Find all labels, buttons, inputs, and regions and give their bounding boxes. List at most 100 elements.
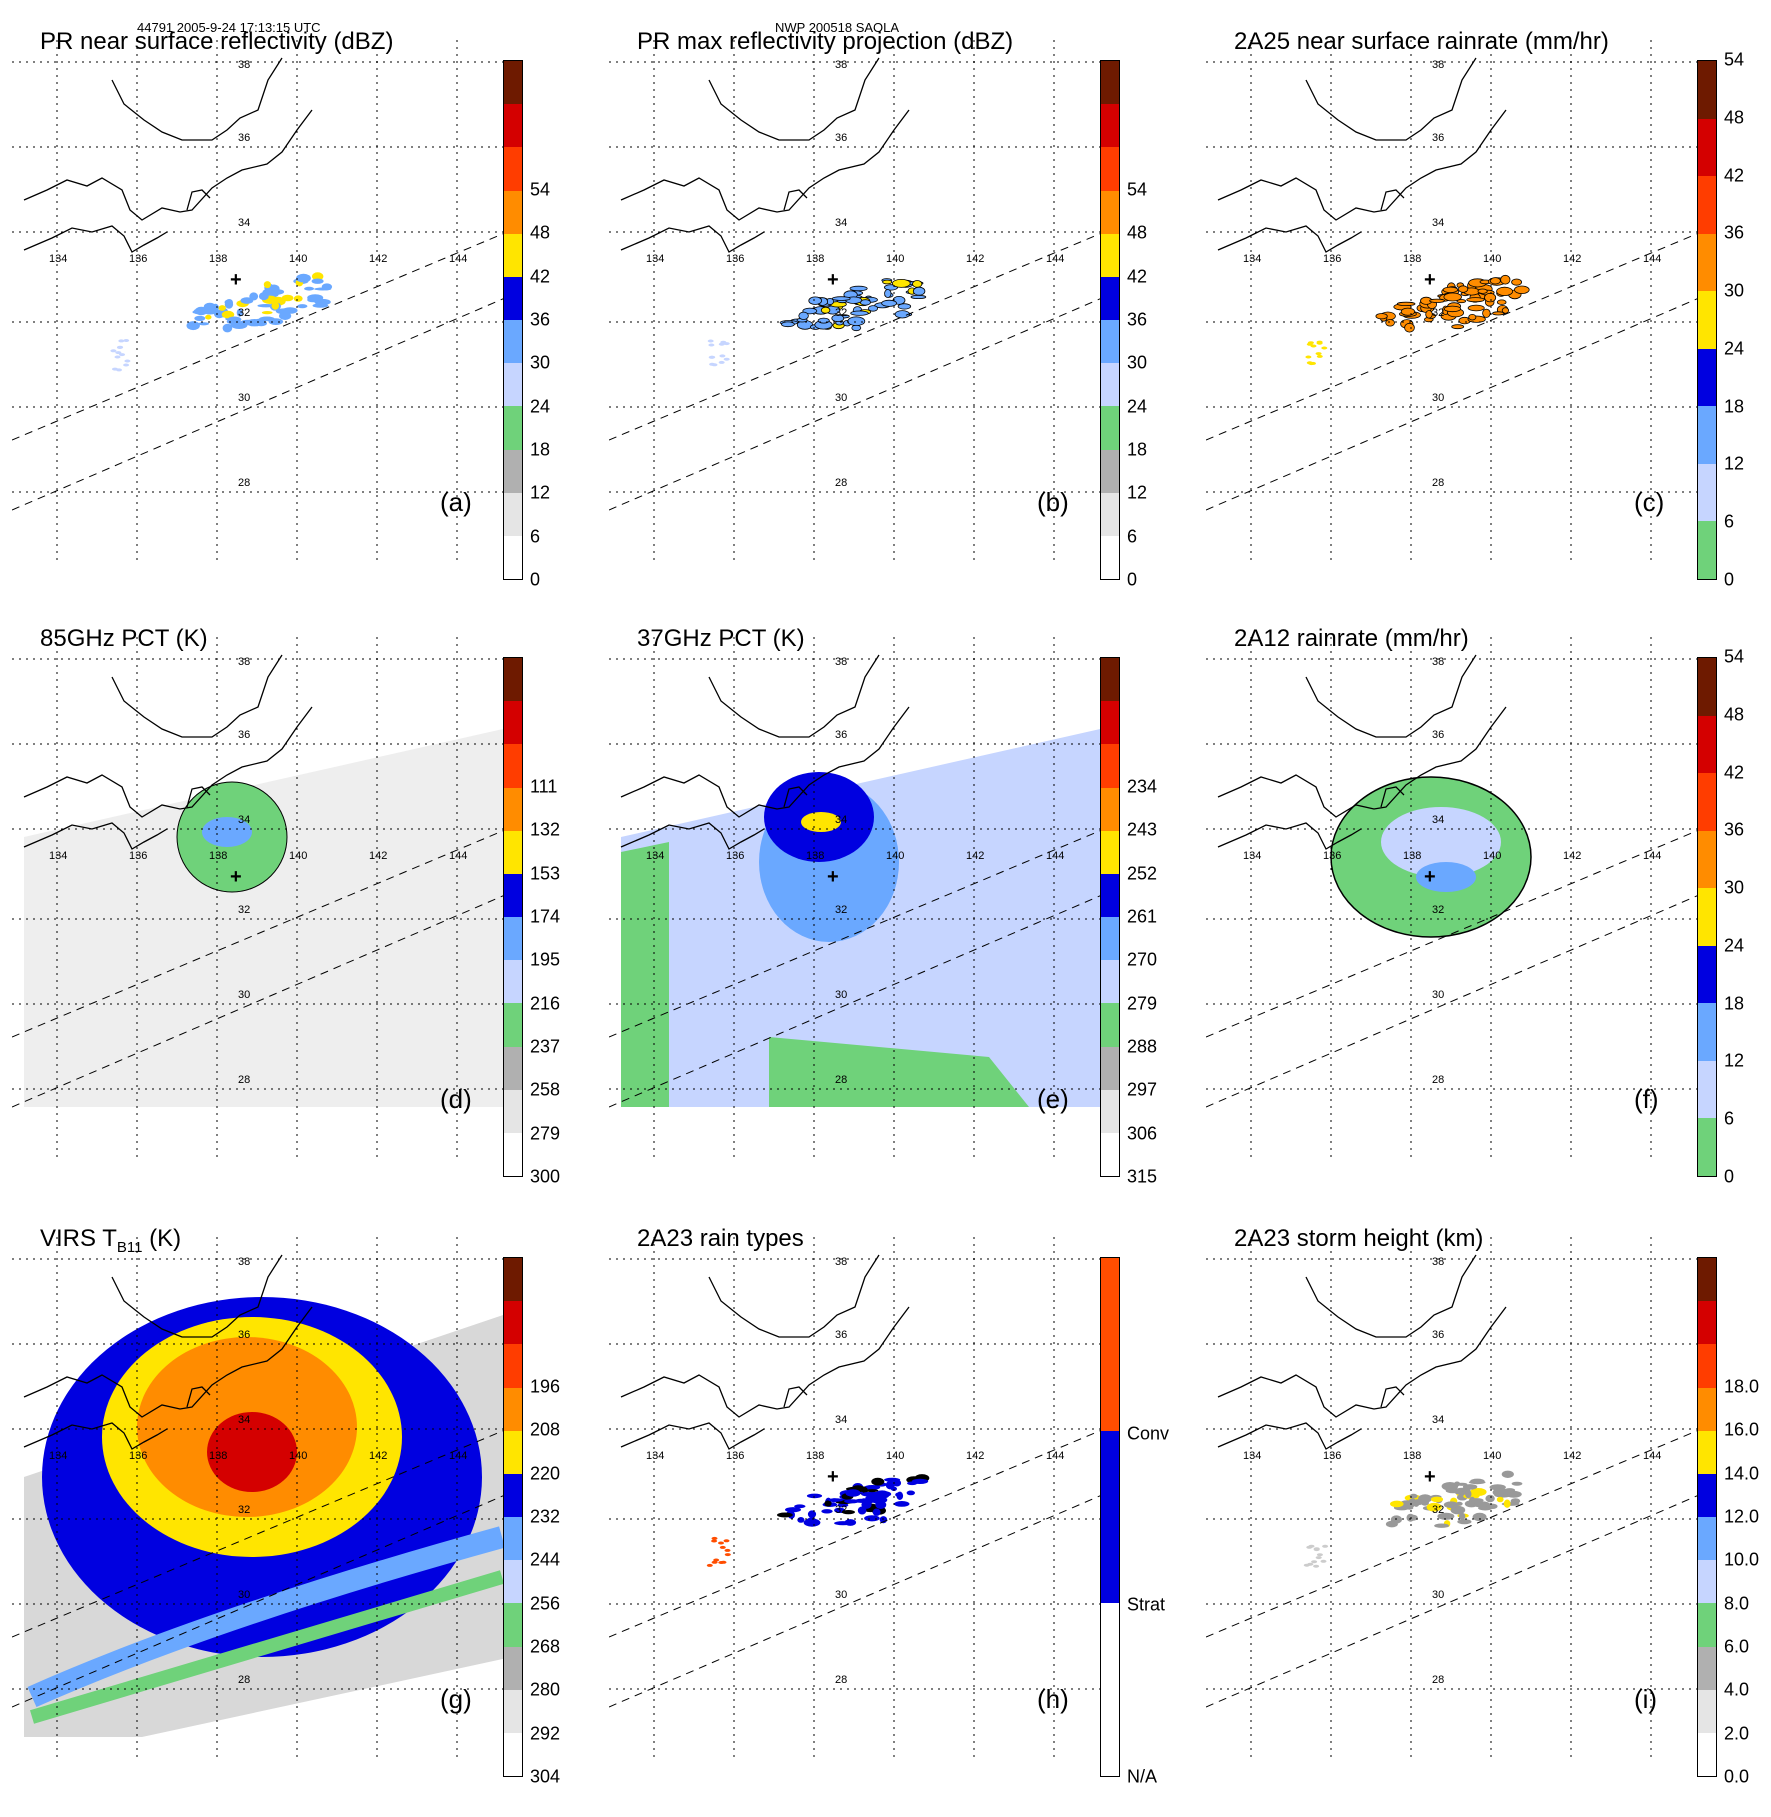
- latitude-label: 28: [1432, 1674, 1444, 1686]
- coastline: [783, 189, 808, 211]
- swath-edge: [609, 891, 1109, 1108]
- colorbar-tick-label: 220: [530, 1463, 561, 1484]
- rain-cell: [797, 1517, 805, 1523]
- rain-cell: [293, 295, 303, 302]
- colorbar-segment: [1101, 787, 1119, 831]
- colorbar-tick-label: 279: [530, 1123, 561, 1144]
- colorbar-tick-label: 279: [1127, 993, 1158, 1014]
- latitude-label: 32: [1432, 1504, 1444, 1516]
- rain-cell: [1315, 352, 1322, 356]
- panel-letter: (c): [1634, 487, 1665, 517]
- coastline: [783, 1386, 808, 1408]
- rain-cell: [123, 339, 130, 342]
- longitude-label: 136: [726, 850, 744, 862]
- latitude-label: 38: [1432, 59, 1444, 71]
- longitude-label: 140: [1483, 850, 1501, 862]
- rain-cell: [798, 311, 809, 320]
- header-storm-name: NWP 200518 SAOLA: [775, 20, 900, 35]
- colorbar-tick-label: 48: [1724, 107, 1745, 128]
- map-d: +134 136 138 140 142 144 38 36 34 32 30 28: [12, 637, 512, 1157]
- panel-letter: (a): [440, 487, 472, 517]
- rain-cell: [847, 316, 866, 327]
- latitude-label: 34: [835, 814, 847, 826]
- rain-cell: [821, 1509, 833, 1514]
- rain-cell: [709, 355, 716, 359]
- colorbar-tick-label: 42: [1127, 266, 1148, 287]
- latitude-label: 34: [238, 217, 250, 229]
- colorbar-tick-label: 2.0: [1724, 1723, 1750, 1744]
- rain-cell: [867, 305, 879, 312]
- colorbar-tick-label: 54: [530, 179, 551, 200]
- rain-cell: [203, 302, 216, 311]
- colorbar-ticks: 0.0 2.0 4.0 6.0 8.0 10.0 12.0 14.0 16.0 18.0: [1724, 1257, 1771, 1787]
- rain-cell: [907, 1481, 918, 1486]
- colorbar-tick-label: 8.0: [1724, 1593, 1750, 1614]
- data-field: +: [706, 1466, 930, 1567]
- panel-title: 85GHz PCT (K): [40, 625, 208, 653]
- rain-cell: [1501, 307, 1509, 314]
- colorbar-segment: [1101, 449, 1119, 493]
- rain-cell: [1311, 1560, 1318, 1564]
- colorbar-segment: [1101, 960, 1119, 1004]
- longitude-label: 140: [1483, 1450, 1501, 1462]
- colorbar-tick-label: 304: [530, 1766, 561, 1787]
- storm-center-marker: +: [230, 866, 242, 888]
- colorbar-segment: [504, 658, 522, 702]
- rain-cell: [123, 363, 130, 367]
- longitude-label: 134: [49, 850, 67, 862]
- colorbar-tick-label: 256: [530, 1593, 561, 1614]
- colorbar-ticks: 0 6 12 18 24 30 36 42 48 54: [1724, 647, 1771, 1187]
- panel-title: 2A23 rain types: [637, 1225, 804, 1253]
- rain-cell: [1315, 1556, 1322, 1560]
- colorbar-segment: [1101, 406, 1119, 450]
- panel-title: PR near surface reflectivity (dBZ): [40, 28, 393, 56]
- latitude-label: 28: [835, 1074, 847, 1086]
- coastline: [186, 786, 211, 808]
- colorbar-segment: [1101, 320, 1119, 364]
- latitude-label: 30: [835, 989, 847, 1001]
- latitude-label: 38: [1432, 656, 1444, 668]
- rain-cell: [1492, 1488, 1509, 1497]
- colorbar-segment: [504, 873, 522, 917]
- colorbar-segment: [1698, 406, 1716, 464]
- colorbar-segment: [504, 1132, 522, 1176]
- panel-title: VIRS TB11 (K): [40, 1225, 181, 1256]
- swath-edge: [609, 1491, 1109, 1708]
- coastline: [23, 822, 168, 850]
- rain-cell: [1429, 298, 1446, 303]
- colorbar-segment: [1698, 1473, 1716, 1517]
- colorbar-segment: [1698, 1060, 1716, 1119]
- colorbar-tick-label: 315: [1127, 1166, 1158, 1187]
- rain-cell: [1468, 1480, 1486, 1485]
- colorbar-segment: [1101, 873, 1119, 917]
- colorbar-segment: [1698, 61, 1716, 119]
- rain-cell: [723, 342, 730, 346]
- colorbar-tick-label: 208: [530, 1419, 561, 1440]
- panel-title-subscript: B11: [116, 1238, 143, 1256]
- latitude-label: 36: [1432, 132, 1444, 144]
- rain-cell: [808, 296, 823, 305]
- rain-cell: [192, 309, 208, 315]
- rain-cell: [1313, 1564, 1320, 1568]
- longitude-label: 134: [49, 1450, 67, 1462]
- rain-cell: [205, 314, 212, 320]
- rain-cell: [906, 1490, 915, 1496]
- storm-center-marker: +: [827, 866, 839, 888]
- colorbar-segment: [1698, 715, 1716, 774]
- colorbar-tick-label: 111: [530, 776, 558, 797]
- colorbar: [1697, 1257, 1717, 1777]
- colorbar-tick-label: 132: [530, 819, 561, 840]
- rain-cell: [118, 339, 125, 343]
- latitude-label: 38: [238, 59, 250, 71]
- colorbar-tick-label: 261: [1127, 906, 1158, 927]
- colorbar-segment: [1101, 658, 1119, 702]
- latitude-label: 28: [1432, 1074, 1444, 1086]
- colorbar-tick-label: 196: [530, 1376, 561, 1397]
- rain-cell: [718, 360, 725, 364]
- colorbar-segment: [1698, 1258, 1716, 1302]
- latitude-label: 28: [238, 1674, 250, 1686]
- storm-center-marker: +: [1424, 269, 1436, 291]
- colorbar-segment: [1101, 744, 1119, 788]
- colorbar: [503, 1257, 523, 1777]
- colorbar-tick-label: 48: [1127, 222, 1148, 243]
